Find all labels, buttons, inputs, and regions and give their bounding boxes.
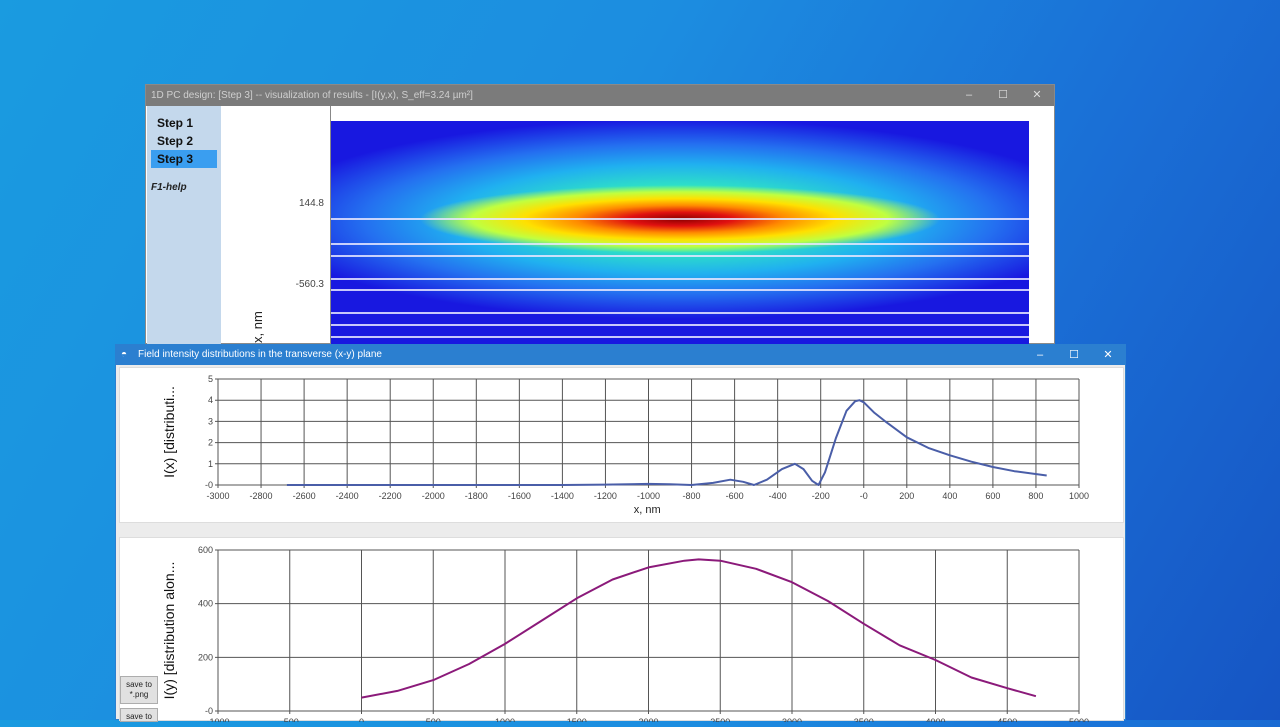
close-icon[interactable]: ✕: [1103, 349, 1113, 361]
y-tick-label: 400: [198, 599, 213, 609]
close-icon[interactable]: ✕: [1032, 89, 1042, 101]
x-tick-label: -1600: [508, 491, 531, 501]
y-tick-label: 144.8: [298, 198, 324, 209]
main-window-titlebar: 1D PC design: [Step 3] -- visualization …: [146, 85, 1054, 106]
minimize-icon[interactable]: –: [965, 89, 973, 101]
y-tick-label: 5: [208, 374, 213, 384]
x-tick-label: -1000: [637, 491, 660, 501]
x-tick-label: -1400: [551, 491, 574, 501]
field-window: ◓ Field intensity distributions in the t…: [115, 344, 1126, 727]
y-tick-label: 2: [208, 438, 213, 448]
x-tick-label: -2600: [293, 491, 316, 501]
series-line: [361, 558, 1037, 699]
maximize-icon[interactable]: ☐: [1069, 349, 1079, 361]
sidebar-item-step-3[interactable]: Step 3: [151, 150, 217, 168]
sidebar-item-step-2[interactable]: Step 2: [157, 134, 194, 148]
help-hint: F1-help: [151, 182, 187, 193]
maximize-icon[interactable]: ☐: [998, 89, 1008, 101]
x-tick-label: -1800: [465, 491, 488, 501]
field-window-title: Field intensity distributions in the tra…: [138, 349, 382, 360]
x-tick-label: -2800: [250, 491, 273, 501]
main-window: 1D PC design: [Step 3] -- visualization …: [145, 84, 1055, 344]
save-png-button[interactable]: save to *.png: [120, 676, 158, 704]
iy-chart-panel: -1000 -500 0 500 1000 1500 2000 2500 3000 3500 400…: [119, 537, 1124, 727]
main-window-title: 1D PC design: [Step 3] -- visualization …: [151, 90, 473, 101]
iy-chart: -1000 -500 0 500 1000 1500 2000 2500 3000 3500 400…: [161, 545, 1089, 727]
x-tick-label: -1200: [594, 491, 617, 501]
x-tick-label: 400: [942, 491, 957, 501]
y-tick-label: 3: [208, 416, 213, 426]
minimize-icon[interactable]: –: [1036, 349, 1044, 361]
x-tick-label: 800: [1028, 491, 1043, 501]
y-axis-label: I(x) [distributi...: [161, 386, 177, 478]
field-window-titlebar: ◓ Field intensity distributions in the t…: [116, 345, 1125, 365]
series-line: [286, 399, 1047, 486]
steps-sidebar: Step 1 Step 2 Step 3 F1-help: [147, 106, 221, 344]
y-tick-label: 4: [208, 395, 213, 405]
heatmap-ylabel: x, nm: [250, 311, 265, 343]
x-tick-label: -800: [683, 491, 701, 501]
x-tick-label: -2200: [379, 491, 402, 501]
ix-chart: -3000 -2800 -2600 -2400 -2200 -2000 -1800 -1600…: [161, 374, 1089, 516]
x-tick-label: 200: [899, 491, 914, 501]
x-tick-label: -2400: [336, 491, 359, 501]
x-tick-label: 600: [985, 491, 1000, 501]
sidebar-item-step-1[interactable]: Step 1: [157, 116, 194, 130]
y-tick-label: 1: [208, 459, 213, 469]
intensity-heatmap: [331, 121, 1029, 344]
x-tick-label: -3000: [206, 491, 229, 501]
x-tick-label: -400: [769, 491, 787, 501]
x-axis-label: x, nm: [634, 504, 661, 516]
x-tick-label: -2000: [422, 491, 445, 501]
y-axis-line: [330, 106, 331, 344]
y-tick-label: 600: [198, 545, 213, 555]
y-tick-label: -0: [205, 706, 213, 716]
x-tick-label: 1000: [1069, 491, 1089, 501]
app-icon: ◓: [121, 349, 128, 360]
y-tick-label: -560.3: [295, 279, 324, 290]
y-axis-label: I(y) [distribution alon...: [161, 562, 177, 700]
x-tick-label: -0: [860, 491, 868, 501]
ix-chart-panel: -3000 -2800 -2600 -2400 -2200 -2000 -1800 -1600…: [119, 367, 1124, 523]
y-tick-label: -0: [205, 480, 213, 490]
x-tick-label: -200: [812, 491, 830, 501]
y-tick-label: 200: [198, 652, 213, 662]
x-tick-label: -600: [726, 491, 744, 501]
